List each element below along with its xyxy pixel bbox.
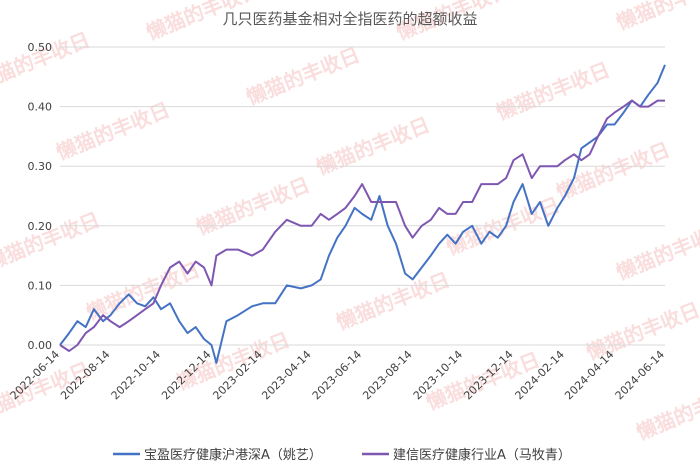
legend-label-series-1: 宝盈医疗健康沪港深A（姚艺）: [144, 447, 322, 463]
watermark-text: 懒猫的丰收日: [313, 112, 433, 179]
y-tick-label: 0.20: [28, 220, 53, 233]
y-tick-label: 0.30: [28, 160, 53, 173]
y-axis: 0.00 0.10 0.20 0.30 0.40 0.50: [28, 41, 53, 352]
x-axis: 2022-06-142022-08-142022-10-142022-12-14…: [8, 348, 667, 402]
watermark-text: 懒猫的丰收日: [633, 377, 700, 444]
watermark-text: 懒猫的丰收日: [243, 42, 363, 109]
x-tick-label: 2022-10-14: [109, 348, 163, 402]
watermark-text: 懒猫的丰收日: [333, 267, 453, 334]
chart-title: 几只医药基金相对全指医药的超额收益: [222, 10, 477, 28]
watermark-text: 懒猫的丰收日: [53, 97, 173, 164]
y-tick-label: 0.50: [28, 41, 53, 54]
watermark-text: 懒猫的丰收日: [83, 257, 203, 324]
legend-label-series-2: 建信医疗健康行业A（马牧青）: [393, 447, 571, 463]
watermark-text: 懒猫的丰收日: [613, 217, 700, 284]
series-line-1: [59, 64, 666, 364]
watermark-text: 懒猫的丰收日: [0, 207, 103, 274]
x-tick-label: 2023-08-14: [360, 348, 414, 402]
series-line-2: [59, 99, 665, 352]
legend: 宝盈医疗健康沪港深A（姚艺） 建信医疗健康行业A（马牧青）: [113, 447, 571, 463]
y-tick-label: 0.10: [28, 279, 53, 292]
watermark-text: 懒猫的丰收日: [193, 172, 313, 239]
watermark-text: 懒猫的丰收日: [553, 137, 673, 204]
watermark-text: 懒猫的丰收日: [0, 27, 93, 94]
watermark-text: 懒猫的丰收日: [613, 0, 700, 35]
x-tick-label: 2023-06-14: [310, 348, 364, 402]
x-tick-label: 2024-06-14: [613, 348, 667, 402]
y-tick-label: 0.40: [28, 101, 53, 114]
y-tick-label: 0.00: [28, 339, 53, 352]
watermark-text: 懒猫的丰收日: [493, 57, 613, 124]
plot-lines: [59, 64, 666, 364]
